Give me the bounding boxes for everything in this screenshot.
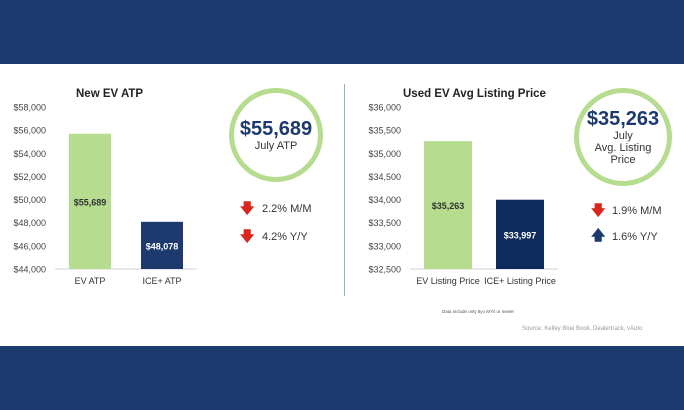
new-ev-mm-change: 2.2% M/M bbox=[262, 203, 312, 215]
data-label: $48,078 bbox=[146, 241, 179, 251]
july-listing-label-2: Avg. Listing bbox=[594, 142, 652, 154]
down-arrow-icon: 🡇 bbox=[240, 200, 255, 216]
july-atp-label: July ATP bbox=[254, 140, 298, 152]
used-ev-mm-change: 1.9% M/M bbox=[612, 205, 662, 217]
y-tick-label: $58,000 bbox=[13, 103, 46, 113]
chart-title-used-ev: Used EV Avg Listing Price bbox=[403, 88, 546, 100]
y-tick-label: $34,500 bbox=[368, 172, 401, 182]
down-arrow-icon: 🡇 bbox=[591, 202, 606, 218]
y-tick-label: $50,000 bbox=[13, 195, 46, 205]
bottom-band bbox=[0, 346, 684, 410]
data-label: $55,689 bbox=[74, 197, 107, 207]
up-arrow-icon: 🡅 bbox=[591, 227, 606, 243]
top-band bbox=[0, 0, 684, 64]
bar-ice-atp bbox=[141, 221, 183, 269]
y-tick-label: $33,000 bbox=[368, 241, 401, 251]
y-tick-label: $52,000 bbox=[13, 172, 46, 182]
y-tick-label: $34,000 bbox=[368, 195, 401, 205]
july-listing-label-1: July bbox=[613, 130, 633, 142]
y-tick-label: $35,500 bbox=[368, 126, 401, 136]
x-category-label: EV ATP bbox=[75, 276, 106, 286]
data-label: $33,997 bbox=[504, 230, 537, 240]
data-label: $35,263 bbox=[432, 201, 465, 211]
y-tick-label: $54,000 bbox=[13, 149, 46, 159]
y-tick-label: $36,000 bbox=[368, 103, 401, 113]
used-ev-listing-chart: $32,500 $33,000 $33,500 $34,000 $34,500 $35,0… bbox=[368, 103, 558, 286]
new-ev-atp-chart: $44,000 $46,000 $48,000 $50,000 $52,000 $54,0… bbox=[13, 103, 197, 286]
bar-ice-listing-price bbox=[496, 199, 544, 269]
july-atp-callout: $55,689 July ATP bbox=[229, 88, 323, 182]
source-note: Source: Kelley Blue Book, Dealertrack, v… bbox=[522, 326, 643, 332]
july-listing-label-3: Price bbox=[610, 154, 636, 166]
chart-title-new-ev-atp: New EV ATP bbox=[76, 88, 144, 100]
july-listing-value: $35,263 bbox=[586, 108, 660, 130]
footnote: Data include only 8yo MYs or newer bbox=[442, 309, 515, 314]
bar-ev-atp bbox=[69, 133, 111, 269]
y-tick-label: $44,000 bbox=[13, 265, 46, 275]
y-tick-label: $35,000 bbox=[368, 149, 401, 159]
down-arrow-icon: 🡇 bbox=[240, 228, 255, 244]
x-category-label: ICE+ ATP bbox=[142, 276, 181, 286]
july-atp-value: $55,689 bbox=[239, 118, 313, 140]
bar-ev-listing-price bbox=[424, 141, 472, 269]
y-tick-label: $48,000 bbox=[13, 218, 46, 228]
new-ev-yy-change: 4.2% Y/Y bbox=[262, 231, 308, 243]
y-tick-label: $32,500 bbox=[368, 265, 401, 275]
x-category-label: ICE+ Listing Price bbox=[484, 276, 556, 286]
x-category-label: EV Listing Price bbox=[416, 276, 480, 286]
y-tick-label: $46,000 bbox=[13, 241, 46, 251]
y-tick-label: $33,500 bbox=[368, 218, 401, 228]
chart-panel: New EV ATP $44,000 $46,000 $48,000 $50,000 $… bbox=[0, 64, 684, 346]
used-ev-yy-change: 1.6% Y/Y bbox=[612, 231, 658, 243]
section-divider bbox=[344, 84, 345, 296]
y-tick-label: $56,000 bbox=[13, 126, 46, 136]
july-listing-callout: $35,263 July Avg. Listing Price bbox=[574, 88, 672, 186]
